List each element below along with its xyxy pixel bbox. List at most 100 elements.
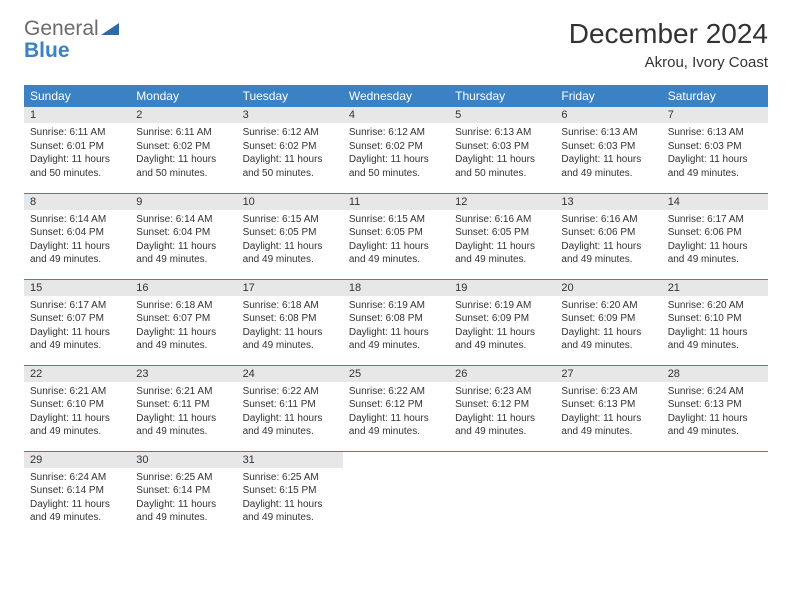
day-details: Sunrise: 6:14 AMSunset: 6:04 PMDaylight:… — [130, 210, 236, 271]
title-block: December 2024 Akrou, Ivory Coast — [569, 18, 768, 71]
brand-part2: Blue — [24, 39, 70, 62]
daylight-text: Daylight: 11 hours — [668, 153, 762, 167]
sunrise-text: Sunrise: 6:13 AM — [455, 126, 549, 140]
daylight-text: Daylight: 11 hours — [455, 240, 549, 254]
day-details: Sunrise: 6:13 AMSunset: 6:03 PMDaylight:… — [555, 123, 661, 184]
calendar-cell: 11Sunrise: 6:15 AMSunset: 6:05 PMDayligh… — [343, 193, 449, 279]
day-number: 4 — [343, 107, 449, 123]
sunrise-text: Sunrise: 6:23 AM — [561, 385, 655, 399]
sunrise-text: Sunrise: 6:13 AM — [561, 126, 655, 140]
calendar-table: Sunday Monday Tuesday Wednesday Thursday… — [24, 85, 768, 537]
day-details: Sunrise: 6:25 AMSunset: 6:14 PMDaylight:… — [130, 468, 236, 529]
calendar-cell: 19Sunrise: 6:19 AMSunset: 6:09 PMDayligh… — [449, 279, 555, 365]
calendar-cell: 16Sunrise: 6:18 AMSunset: 6:07 PMDayligh… — [130, 279, 236, 365]
sunset-text: Sunset: 6:14 PM — [136, 484, 230, 498]
calendar-cell: 7Sunrise: 6:13 AMSunset: 6:03 PMDaylight… — [662, 107, 768, 193]
day-number: 12 — [449, 194, 555, 210]
day-details: Sunrise: 6:17 AMSunset: 6:07 PMDaylight:… — [24, 296, 130, 357]
calendar-cell: 24Sunrise: 6:22 AMSunset: 6:11 PMDayligh… — [237, 365, 343, 451]
daylight-text: and 50 minutes. — [349, 167, 443, 181]
day-number: 8 — [24, 194, 130, 210]
daylight-text: and 49 minutes. — [136, 339, 230, 353]
daylight-text: Daylight: 11 hours — [30, 498, 124, 512]
day-details: Sunrise: 6:15 AMSunset: 6:05 PMDaylight:… — [237, 210, 343, 271]
daylight-text: and 49 minutes. — [561, 425, 655, 439]
daylight-text: and 49 minutes. — [30, 425, 124, 439]
day-details: Sunrise: 6:13 AMSunset: 6:03 PMDaylight:… — [662, 123, 768, 184]
calendar-cell: 13Sunrise: 6:16 AMSunset: 6:06 PMDayligh… — [555, 193, 661, 279]
daylight-text: and 49 minutes. — [243, 511, 337, 525]
sunset-text: Sunset: 6:01 PM — [30, 140, 124, 154]
sunrise-text: Sunrise: 6:13 AM — [668, 126, 762, 140]
sunrise-text: Sunrise: 6:17 AM — [668, 213, 762, 227]
calendar-cell: .. — [555, 451, 661, 537]
sunset-text: Sunset: 6:02 PM — [349, 140, 443, 154]
daylight-text: Daylight: 11 hours — [668, 240, 762, 254]
sunrise-text: Sunrise: 6:16 AM — [455, 213, 549, 227]
sunset-text: Sunset: 6:05 PM — [349, 226, 443, 240]
daylight-text: Daylight: 11 hours — [243, 153, 337, 167]
sunset-text: Sunset: 6:12 PM — [349, 398, 443, 412]
daylight-text: and 49 minutes. — [561, 253, 655, 267]
sunrise-text: Sunrise: 6:20 AM — [668, 299, 762, 313]
sunrise-text: Sunrise: 6:14 AM — [30, 213, 124, 227]
day-number: 19 — [449, 280, 555, 296]
daylight-text: Daylight: 11 hours — [561, 153, 655, 167]
calendar-row: 29Sunrise: 6:24 AMSunset: 6:14 PMDayligh… — [24, 451, 768, 537]
sunset-text: Sunset: 6:08 PM — [243, 312, 337, 326]
sunset-text: Sunset: 6:10 PM — [668, 312, 762, 326]
daylight-text: Daylight: 11 hours — [668, 412, 762, 426]
sunrise-text: Sunrise: 6:25 AM — [243, 471, 337, 485]
sunset-text: Sunset: 6:05 PM — [243, 226, 337, 240]
sunrise-text: Sunrise: 6:14 AM — [136, 213, 230, 227]
calendar-cell: 4Sunrise: 6:12 AMSunset: 6:02 PMDaylight… — [343, 107, 449, 193]
sunset-text: Sunset: 6:10 PM — [30, 398, 124, 412]
daylight-text: and 49 minutes. — [349, 253, 443, 267]
sunset-text: Sunset: 6:13 PM — [668, 398, 762, 412]
daylight-text: and 49 minutes. — [561, 339, 655, 353]
daylight-text: and 49 minutes. — [668, 425, 762, 439]
calendar-cell: 14Sunrise: 6:17 AMSunset: 6:06 PMDayligh… — [662, 193, 768, 279]
sunset-text: Sunset: 6:06 PM — [668, 226, 762, 240]
day-header: Thursday — [449, 85, 555, 107]
daylight-text: Daylight: 11 hours — [136, 240, 230, 254]
daylight-text: and 49 minutes. — [668, 339, 762, 353]
daylight-text: and 49 minutes. — [136, 425, 230, 439]
sunset-text: Sunset: 6:08 PM — [349, 312, 443, 326]
day-header: Friday — [555, 85, 661, 107]
sunrise-text: Sunrise: 6:15 AM — [349, 213, 443, 227]
day-details: Sunrise: 6:21 AMSunset: 6:11 PMDaylight:… — [130, 382, 236, 443]
daylight-text: Daylight: 11 hours — [30, 240, 124, 254]
calendar-cell: 1Sunrise: 6:11 AMSunset: 6:01 PMDaylight… — [24, 107, 130, 193]
sunset-text: Sunset: 6:07 PM — [136, 312, 230, 326]
daylight-text: Daylight: 11 hours — [455, 412, 549, 426]
daylight-text: Daylight: 11 hours — [136, 326, 230, 340]
sunrise-text: Sunrise: 6:24 AM — [668, 385, 762, 399]
sunrise-text: Sunrise: 6:15 AM — [243, 213, 337, 227]
day-header: Sunday — [24, 85, 130, 107]
calendar-cell: 30Sunrise: 6:25 AMSunset: 6:14 PMDayligh… — [130, 451, 236, 537]
calendar-cell: 18Sunrise: 6:19 AMSunset: 6:08 PMDayligh… — [343, 279, 449, 365]
sunrise-text: Sunrise: 6:22 AM — [349, 385, 443, 399]
day-details: Sunrise: 6:20 AMSunset: 6:09 PMDaylight:… — [555, 296, 661, 357]
sunrise-text: Sunrise: 6:19 AM — [455, 299, 549, 313]
daylight-text: and 49 minutes. — [243, 253, 337, 267]
day-number: 11 — [343, 194, 449, 210]
sunrise-text: Sunrise: 6:11 AM — [136, 126, 230, 140]
calendar-cell: .. — [449, 451, 555, 537]
day-header: Tuesday — [237, 85, 343, 107]
day-number: 31 — [237, 452, 343, 468]
sunrise-text: Sunrise: 6:20 AM — [561, 299, 655, 313]
sunset-text: Sunset: 6:06 PM — [561, 226, 655, 240]
calendar-cell: .. — [662, 451, 768, 537]
daylight-text: Daylight: 11 hours — [349, 412, 443, 426]
calendar-cell: 3Sunrise: 6:12 AMSunset: 6:02 PMDaylight… — [237, 107, 343, 193]
day-number: 5 — [449, 107, 555, 123]
sunset-text: Sunset: 6:03 PM — [455, 140, 549, 154]
brand-part1: General — [24, 17, 99, 40]
sunrise-text: Sunrise: 6:25 AM — [136, 471, 230, 485]
sunrise-text: Sunrise: 6:12 AM — [243, 126, 337, 140]
day-details: Sunrise: 6:18 AMSunset: 6:08 PMDaylight:… — [237, 296, 343, 357]
daylight-text: and 49 minutes. — [136, 253, 230, 267]
day-details: Sunrise: 6:17 AMSunset: 6:06 PMDaylight:… — [662, 210, 768, 271]
